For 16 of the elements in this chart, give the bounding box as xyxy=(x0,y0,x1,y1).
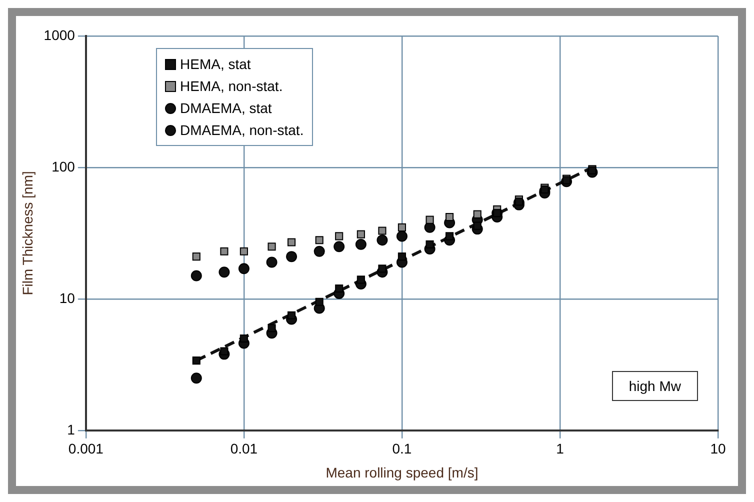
legend-label: DMAEMA, stat xyxy=(180,99,272,118)
legend-label: HEMA, non-stat. xyxy=(180,77,283,96)
y-axis-title: Film Thickness [nm] xyxy=(19,171,36,296)
x-axis-title: Mean rolling speed [m/s] xyxy=(326,464,478,480)
y-tick-label: 1 xyxy=(67,421,76,438)
y-tick-label: 10 xyxy=(59,290,76,306)
x-tick-label: 0.1 xyxy=(392,440,412,457)
x-tick-label: 10 xyxy=(710,440,726,457)
y-tick-label: 1000 xyxy=(44,26,76,43)
x-tick-label: 0.01 xyxy=(230,440,258,457)
y-tick-label: 100 xyxy=(52,158,76,174)
x-tick-label: 0.001 xyxy=(68,440,104,457)
legend-label: DMAEMA, non-stat. xyxy=(180,121,304,140)
annotation: high Mw xyxy=(612,371,698,401)
legend-label: HEMA, stat xyxy=(180,55,251,74)
x-tick-label: 1 xyxy=(556,440,564,457)
